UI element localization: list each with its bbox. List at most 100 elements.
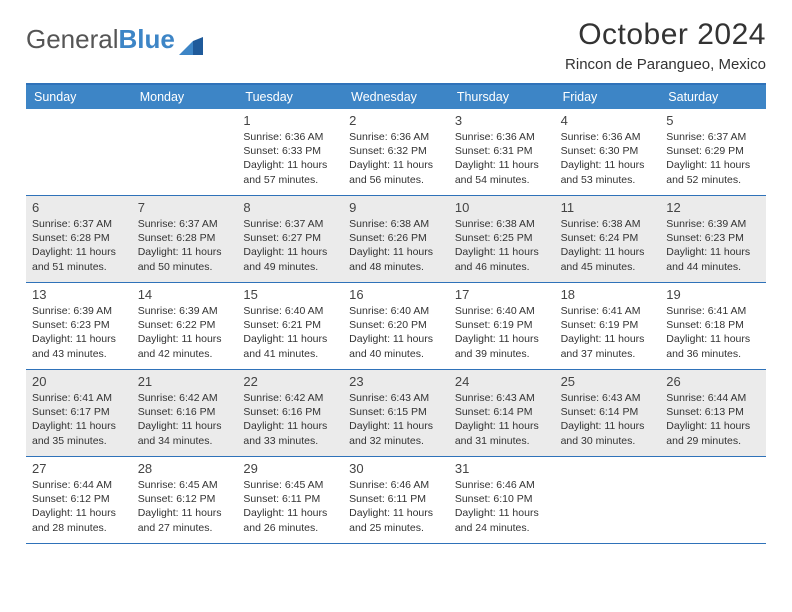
day-number: 9 <box>349 200 443 215</box>
day-info: Sunrise: 6:43 AMSunset: 6:15 PMDaylight:… <box>349 391 443 448</box>
day-info: Sunrise: 6:43 AMSunset: 6:14 PMDaylight:… <box>455 391 549 448</box>
sunset-line: Sunset: 6:12 PM <box>32 493 110 505</box>
day-number: 8 <box>243 200 337 215</box>
day-cell: 1Sunrise: 6:36 AMSunset: 6:33 PMDaylight… <box>237 109 343 195</box>
day-info: Sunrise: 6:38 AMSunset: 6:26 PMDaylight:… <box>349 217 443 274</box>
day-number: 14 <box>138 287 232 302</box>
day-number: 25 <box>561 374 655 389</box>
day-number: 18 <box>561 287 655 302</box>
day-cell: 3 Sunrise: 6:36 AMSunset: 6:31 PMDaylight… <box>449 109 555 195</box>
weekday-label: Friday <box>555 85 661 109</box>
sunset-line: Sunset: 6:23 PM <box>32 319 110 331</box>
day-cell <box>555 457 661 543</box>
daylight-line: Daylight: 11 hours and 51 minutes. <box>32 246 116 272</box>
day-cell: 24Sunrise: 6:43 AMSunset: 6:14 PMDayligh… <box>449 370 555 456</box>
day-info: Sunrise: 6:40 AMSunset: 6:21 PMDaylight:… <box>243 304 337 361</box>
daylight-line: Daylight: 11 hours and 46 minutes. <box>455 246 539 272</box>
sunset-line: Sunset: 6:10 PM <box>455 493 533 505</box>
sunset-line: Sunset: 6:32 PM <box>349 145 427 157</box>
sunset-line: Sunset: 6:16 PM <box>138 406 216 418</box>
daylight-line: Daylight: 11 hours and 35 minutes. <box>32 420 116 446</box>
day-cell: 18 Sunrise: 6:41 AMSunset: 6:19 PMDayligh… <box>555 283 661 369</box>
day-info: Sunrise: 6:41 AMSunset: 6:19 PMDaylight:… <box>561 304 655 361</box>
day-cell <box>660 457 766 543</box>
sunset-line: Sunset: 6:21 PM <box>243 319 321 331</box>
sunrise-line: Sunrise: 6:40 AM <box>243 305 323 317</box>
weekday-label: Monday <box>132 85 238 109</box>
day-info: Sunrise: 6:45 AMSunset: 6:11 PMDaylight:… <box>243 478 337 535</box>
day-info: Sunrise: 6:43 AMSunset: 6:14 PMDaylight:… <box>561 391 655 448</box>
calendar: SundayMondayTuesdayWednesdayThursdayFrid… <box>26 83 766 544</box>
calendar-page: GeneralBlue October 2024 Rincon de Paran… <box>0 0 792 544</box>
sunrise-line: Sunrise: 6:36 AM <box>455 131 535 143</box>
daylight-line: Daylight: 11 hours and 44 minutes. <box>666 246 750 272</box>
sunset-line: Sunset: 6:15 PM <box>349 406 427 418</box>
day-cell: 27 Sunrise: 6:44 AMSunset: 6:12 PMDayligh… <box>26 457 132 543</box>
daylight-line: Daylight: 11 hours and 42 minutes. <box>138 333 222 359</box>
week-row: 13Sunrise: 6:39 AMSunset: 6:23 PMDayligh… <box>26 283 766 370</box>
day-cell: 16 Sunrise: 6:40 AMSunset: 6:20 PMDayligh… <box>343 283 449 369</box>
day-cell: 7 Sunrise: 6:37 AMSunset: 6:28 PMDaylight… <box>132 196 238 282</box>
day-info: Sunrise: 6:42 AMSunset: 6:16 PMDaylight:… <box>138 391 232 448</box>
sunrise-line: Sunrise: 6:38 AM <box>455 218 535 230</box>
day-info: Sunrise: 6:39 AMSunset: 6:23 PMDaylight:… <box>666 217 760 274</box>
sunset-line: Sunset: 6:11 PM <box>349 493 426 505</box>
day-number: 23 <box>349 374 443 389</box>
day-info: Sunrise: 6:44 AMSunset: 6:12 PMDaylight:… <box>32 478 126 535</box>
brand-part-1: General <box>26 24 119 55</box>
sunrise-line: Sunrise: 6:38 AM <box>561 218 641 230</box>
sunrise-line: Sunrise: 6:44 AM <box>666 392 746 404</box>
sunset-line: Sunset: 6:12 PM <box>138 493 216 505</box>
day-info: Sunrise: 6:39 AMSunset: 6:22 PMDaylight:… <box>138 304 232 361</box>
day-cell: 23 Sunrise: 6:43 AMSunset: 6:15 PMDayligh… <box>343 370 449 456</box>
daylight-line: Daylight: 11 hours and 36 minutes. <box>666 333 750 359</box>
daylight-line: Daylight: 11 hours and 31 minutes. <box>455 420 539 446</box>
day-cell: 9 Sunrise: 6:38 AMSunset: 6:26 PMDaylight… <box>343 196 449 282</box>
daylight-line: Daylight: 11 hours and 37 minutes. <box>561 333 645 359</box>
day-cell: 31 Sunrise: 6:46 AMSunset: 6:10 PMDayligh… <box>449 457 555 543</box>
sunrise-line: Sunrise: 6:46 AM <box>349 479 429 491</box>
day-info: Sunrise: 6:46 AMSunset: 6:10 PMDaylight:… <box>455 478 549 535</box>
sunset-line: Sunset: 6:27 PM <box>243 232 321 244</box>
sunrise-line: Sunrise: 6:36 AM <box>561 131 641 143</box>
daylight-line: Daylight: 11 hours and 39 minutes. <box>455 333 539 359</box>
day-info: Sunrise: 6:37 AMSunset: 6:27 PMDaylight:… <box>243 217 337 274</box>
sunrise-line: Sunrise: 6:37 AM <box>32 218 112 230</box>
daylight-line: Daylight: 11 hours and 49 minutes. <box>243 246 327 272</box>
day-info: Sunrise: 6:36 AMSunset: 6:31 PMDaylight:… <box>455 130 549 187</box>
day-cell: 22Sunrise: 6:42 AMSunset: 6:16 PMDayligh… <box>237 370 343 456</box>
sunrise-line: Sunrise: 6:37 AM <box>666 131 746 143</box>
day-cell: 20Sunrise: 6:41 AMSunset: 6:17 PMDayligh… <box>26 370 132 456</box>
sunset-line: Sunset: 6:24 PM <box>561 232 639 244</box>
daylight-line: Daylight: 11 hours and 50 minutes. <box>138 246 222 272</box>
day-number: 1 <box>243 113 337 128</box>
daylight-line: Daylight: 11 hours and 56 minutes. <box>349 159 433 185</box>
location-label: Rincon de Parangueo, Mexico <box>565 56 766 73</box>
daylight-line: Daylight: 11 hours and 33 minutes. <box>243 420 327 446</box>
day-cell: 25 Sunrise: 6:43 AMSunset: 6:14 PMDayligh… <box>555 370 661 456</box>
day-number: 31 <box>455 461 549 476</box>
sunrise-line: Sunrise: 6:40 AM <box>349 305 429 317</box>
day-info: Sunrise: 6:40 AMSunset: 6:20 PMDaylight:… <box>349 304 443 361</box>
day-info: Sunrise: 6:39 AMSunset: 6:23 PMDaylight:… <box>32 304 126 361</box>
week-row: 6Sunrise: 6:37 AMSunset: 6:28 PMDaylight… <box>26 196 766 283</box>
day-number: 16 <box>349 287 443 302</box>
sunrise-line: Sunrise: 6:43 AM <box>455 392 535 404</box>
day-cell: 5Sunrise: 6:37 AMSunset: 6:29 PMDaylight… <box>660 109 766 195</box>
day-number: 7 <box>138 200 232 215</box>
week-row: 1Sunrise: 6:36 AMSunset: 6:33 PMDaylight… <box>26 109 766 196</box>
sunset-line: Sunset: 6:11 PM <box>243 493 320 505</box>
weekday-label: Sunday <box>26 85 132 109</box>
day-cell <box>132 109 238 195</box>
sunset-line: Sunset: 6:29 PM <box>666 145 744 157</box>
sunrise-line: Sunrise: 6:36 AM <box>243 131 323 143</box>
day-number: 19 <box>666 287 760 302</box>
week-row: 27 Sunrise: 6:44 AMSunset: 6:12 PMDayligh… <box>26 457 766 544</box>
day-info: Sunrise: 6:44 AMSunset: 6:13 PMDaylight:… <box>666 391 760 448</box>
day-info: Sunrise: 6:36 AMSunset: 6:30 PMDaylight:… <box>561 130 655 187</box>
sunrise-line: Sunrise: 6:41 AM <box>32 392 112 404</box>
day-number: 3 <box>455 113 549 128</box>
weekday-label: Saturday <box>660 85 766 109</box>
day-number: 27 <box>32 461 126 476</box>
day-info: Sunrise: 6:37 AMSunset: 6:28 PMDaylight:… <box>138 217 232 274</box>
